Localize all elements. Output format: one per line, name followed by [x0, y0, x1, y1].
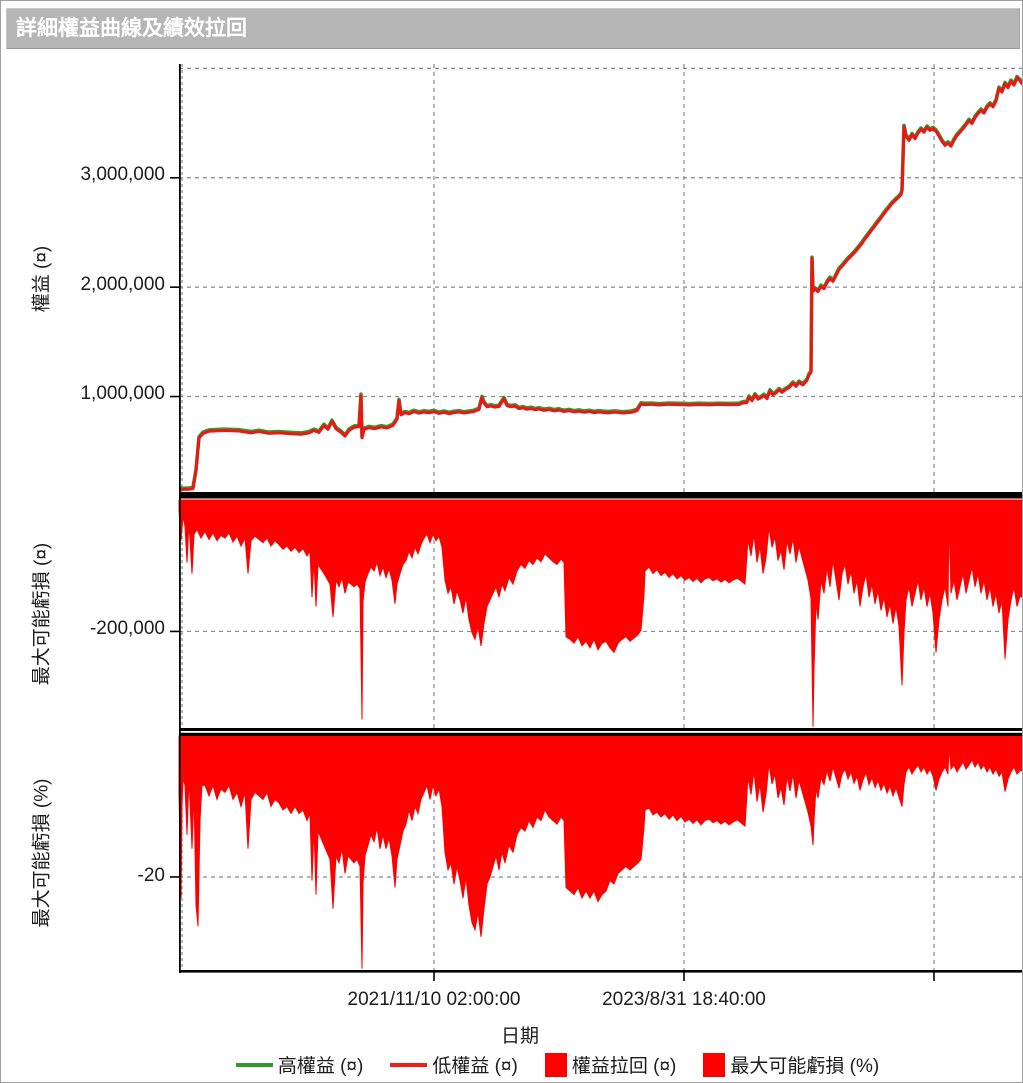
legend-item-high-equity: 高權益 (¤) [235, 1051, 364, 1078]
drawdown-currency-axis-title: 最大可能虧損 (¤) [31, 542, 53, 686]
drawdown-percent-axis-title: 最大可能虧損 (%) [31, 778, 53, 928]
legend-item-equity-drawdown: 權益拉回 (¤) [544, 1051, 677, 1078]
high-equity-line [178, 74, 1022, 491]
equity-drawdown-box-swatch-icon [544, 1052, 567, 1077]
drawdown-currency-ytick: -200,000 [89, 618, 165, 639]
legend-label: 高權益 (¤) [277, 1056, 364, 1077]
x-axis-line [179, 970, 1022, 973]
equity-ytick-3m: 3,000,000 [80, 164, 165, 185]
xaxis-title: 日期 [500, 1026, 539, 1047]
drawdown-percent-area [178, 735, 1022, 969]
max-possible-loss-box-swatch-icon [703, 1052, 726, 1077]
equity-ytick-1m: 1,000,000 [80, 383, 165, 404]
legend-label: 低權益 (¤) [432, 1056, 518, 1077]
xaxis-tick-label-2: 2023/8/31 18:40:00 [602, 989, 766, 1010]
drawdown-currency-area [178, 499, 1022, 727]
window-title: 詳細權益曲線及績效拉回 [16, 17, 247, 40]
legend-label: 最大可能虧損 (%) [730, 1056, 880, 1077]
low-equity-line [178, 76, 1022, 492]
legend-item-max-possible-loss: 最大可能虧損 (%) [703, 1051, 879, 1078]
dd-percent-zero-boundary [179, 732, 1022, 736]
equity-ytick-2m: 2,000,000 [80, 274, 165, 295]
dd-currency-bottom-border [179, 728, 1022, 731]
equity-axis-title: 權益 (¤) [31, 245, 53, 313]
xaxis-tick-label-1: 2021/11/10 02:00:00 [347, 989, 521, 1010]
chart-legend: 高權益 (¤) 低權益 (¤) 權益拉回 (¤) 最大可能虧損 (%) [46, 1051, 1022, 1078]
drawdown-percent-ytick: -20 [137, 865, 165, 886]
high-equity-line-swatch-icon [235, 1062, 273, 1067]
legend-label: 權益拉回 (¤) [571, 1056, 677, 1077]
window-title-bar: 詳細權益曲線及績效拉回 [6, 8, 1020, 49]
legend-item-low-equity: 低權益 (¤) [390, 1051, 518, 1078]
equity-zero-boundary [179, 492, 1022, 499]
low-equity-line-swatch-icon [390, 1062, 428, 1067]
